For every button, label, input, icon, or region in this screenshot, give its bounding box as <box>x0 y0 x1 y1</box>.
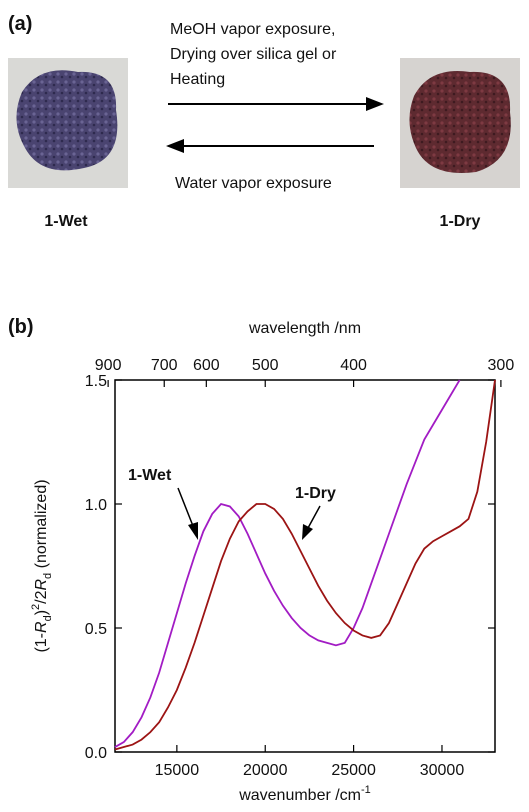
y-label-part: /2 <box>33 590 50 603</box>
x2-tick-label: 300 <box>488 357 515 374</box>
forward-text: MeOH vapor exposure, <box>170 21 335 38</box>
forward-arrowhead <box>366 97 384 111</box>
y-label-sub: d <box>42 615 54 621</box>
panel-label: (a) <box>8 13 32 35</box>
reverse-text: Water vapor exposure <box>175 175 332 192</box>
annotation-dry: 1-Dry <box>295 485 336 502</box>
forward-text: Drying over silica gel or <box>170 46 337 63</box>
x-tick-label: 15000 <box>155 762 200 779</box>
y-tick-label: 0.5 <box>85 621 107 638</box>
annotation-arrowhead <box>302 524 313 540</box>
x-tick-label: 25000 <box>331 762 376 779</box>
x-tick-label: 20000 <box>243 762 288 779</box>
x-tick-label: 30000 <box>420 762 465 779</box>
x2-tick-label: 600 <box>193 357 220 374</box>
annotation-arrow <box>177 487 194 527</box>
y-label-sub: d <box>42 573 54 579</box>
dry-powder <box>409 71 511 173</box>
annotation-wet: 1-Wet <box>128 467 172 484</box>
x2-axis-label: wavelength /nm <box>248 320 361 337</box>
x-axis-label-sup: -1 <box>361 784 371 796</box>
y-label-part: ) <box>33 610 50 615</box>
annotation-arrowhead <box>188 522 198 540</box>
x2-tick-label: 400 <box>340 357 367 374</box>
y-label-part: R <box>33 579 50 591</box>
annotation-arrow <box>307 505 321 529</box>
y-label-part: (1- <box>33 633 50 653</box>
y-label-sup: 2 <box>30 604 42 610</box>
series-line <box>114 379 461 748</box>
x2-tick-label: 700 <box>151 357 178 374</box>
x2-tick-label: 500 <box>252 357 279 374</box>
x-axis-label: wavenumber /cm-1 <box>238 784 371 804</box>
wet-powder <box>16 70 118 171</box>
y-axis-label: (1-Rd)2/2Rd (normalized) <box>30 479 54 652</box>
y-tick-label: 1.5 <box>85 373 107 390</box>
x-axis-label-text: wavenumber /cm <box>238 787 361 804</box>
plot-frame <box>114 379 496 753</box>
panel-label: (b) <box>8 316 34 338</box>
y-tick-label: 1.0 <box>85 497 107 514</box>
y-label-part: (normalized) <box>33 479 50 572</box>
reverse-arrowhead <box>166 139 184 153</box>
caption-wet: 1-Wet <box>44 213 88 230</box>
y-tick-label: 0.0 <box>85 745 107 762</box>
caption-dry: 1-Dry <box>440 213 481 230</box>
series-line <box>114 379 496 751</box>
forward-text: Heating <box>170 71 225 88</box>
y-label-part: R <box>33 621 50 633</box>
x2-tick-label: 900 <box>95 357 122 374</box>
